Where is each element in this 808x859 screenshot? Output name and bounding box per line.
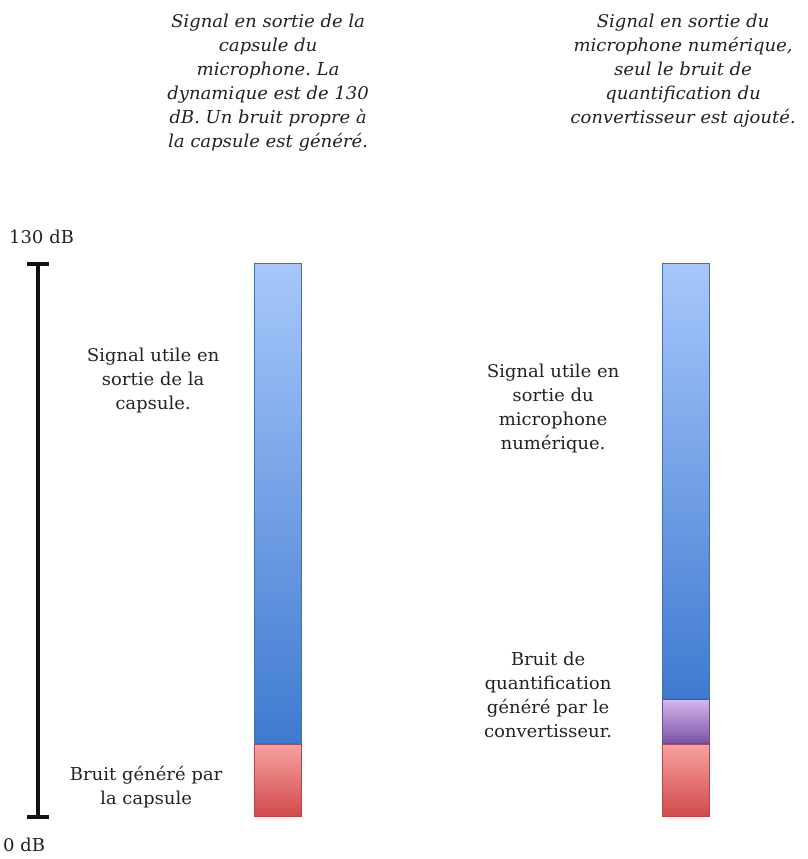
scale-top-label: 130 dB — [9, 227, 74, 248]
scale-bottom-label: 0 dB — [3, 835, 45, 856]
right-caption: Signal en sortie du microphone numérique… — [570, 11, 796, 128]
right-quantification-label: Bruit de quantification généré par le co… — [484, 649, 612, 742]
scale-bottom-cap — [27, 815, 49, 819]
right-quantification-noise-segment — [662, 699, 710, 744]
left-signal-label: Signal utile en sortie de la capsule. — [86, 345, 220, 414]
right-useful-signal-segment — [662, 263, 710, 699]
left-noise-label: Bruit généré par la capsule — [69, 764, 223, 809]
left-caption: Signal en sortie de la capsule du microp… — [167, 11, 369, 152]
right-capsule-noise-segment — [662, 744, 710, 817]
left-useful-signal-segment — [254, 263, 302, 744]
left-capsule-noise-segment — [254, 744, 302, 817]
right-signal-label: Signal utile en sortie du microphone num… — [486, 361, 620, 454]
scale-vertical-line — [36, 262, 40, 819]
